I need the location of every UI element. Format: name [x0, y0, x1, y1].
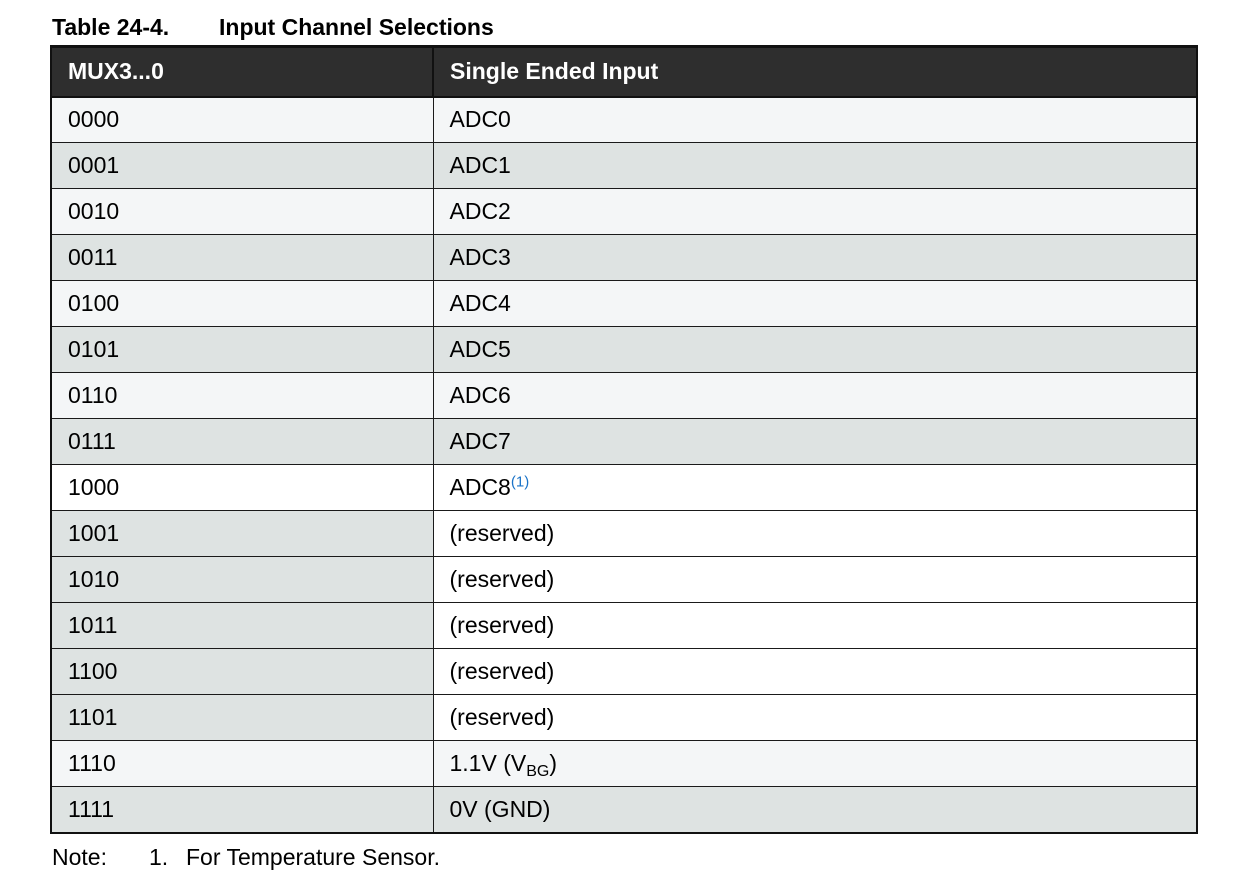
input-cell: ADC1	[432, 142, 1198, 189]
table-row: 1100 (reserved)	[50, 648, 1198, 695]
mux-cell: 1010	[50, 556, 434, 603]
note-label: Note:	[52, 844, 107, 870]
table-row: 1101 (reserved)	[50, 694, 1198, 741]
mux-cell: 0100	[50, 280, 434, 327]
table-row: 1000 ADC8(1)	[50, 464, 1198, 511]
table-row: 0001 ADC1	[50, 142, 1198, 189]
table-row: 0000 ADC0	[50, 96, 1198, 143]
table-row: 0011 ADC3	[50, 234, 1198, 281]
table-number: Table 24-4.	[52, 14, 170, 40]
footnote-ref-link[interactable]: (1)	[510, 473, 530, 491]
input-cell: ADC7	[432, 418, 1198, 465]
table-note: Note: 1. For Temperature Sensor.	[52, 842, 440, 872]
table-row: 0101 ADC5	[50, 326, 1198, 373]
input-cell: ADC2	[432, 188, 1198, 235]
input-suffix: )	[549, 750, 558, 776]
input-cell: (reserved)	[432, 556, 1198, 603]
input-cell: (reserved)	[432, 648, 1198, 695]
note-number: 1.	[149, 844, 169, 870]
table-title: Input Channel Selections	[219, 14, 494, 40]
input-cell: ADC3	[432, 234, 1198, 281]
mux-cell: 0001	[50, 142, 434, 189]
table-row: 1111 0V (GND)	[50, 786, 1198, 834]
input-cell: 1.1V (VBG)	[432, 740, 1198, 787]
mux-cell: 1000	[50, 464, 434, 511]
input-cell: ADC5	[432, 326, 1198, 373]
input-cell: (reserved)	[432, 510, 1198, 557]
table-row: 0010 ADC2	[50, 188, 1198, 235]
header-single-ended-input: Single Ended Input	[432, 45, 1198, 98]
input-cell: ADC6	[432, 372, 1198, 419]
mux-cell: 0011	[50, 234, 434, 281]
mux-cell: 0110	[50, 372, 434, 419]
table-caption: Table 24-4. Input Channel Selections	[52, 12, 494, 42]
input-text: 1.1V (V	[449, 750, 527, 776]
input-channel-table: MUX3...0 Single Ended Input 0000 ADC0 00…	[50, 45, 1198, 834]
note-text: For Temperature Sensor.	[186, 844, 440, 870]
table-row: 0111 ADC7	[50, 418, 1198, 465]
table-row: 1001 (reserved)	[50, 510, 1198, 557]
input-cell: ADC0	[432, 96, 1198, 143]
mux-cell: 0111	[50, 418, 434, 465]
table-row: 1010 (reserved)	[50, 556, 1198, 603]
input-text: ADC8	[449, 474, 511, 500]
subscript-text: BG	[526, 763, 550, 780]
mux-cell: 0010	[50, 188, 434, 235]
mux-cell: 1110	[50, 740, 434, 787]
table-row: 1011 (reserved)	[50, 602, 1198, 649]
table-row: 1110 1.1V (VBG)	[50, 740, 1198, 787]
input-cell: ADC4	[432, 280, 1198, 327]
table-header-row: MUX3...0 Single Ended Input	[50, 45, 1198, 98]
input-cell: (reserved)	[432, 602, 1198, 649]
input-cell: 0V (GND)	[432, 786, 1198, 834]
table-row: 0100 ADC4	[50, 280, 1198, 327]
mux-cell: 1001	[50, 510, 434, 557]
mux-cell: 1011	[50, 602, 434, 649]
mux-cell: 1111	[50, 786, 434, 834]
header-mux: MUX3...0	[50, 45, 434, 98]
mux-cell: 1101	[50, 694, 434, 741]
input-cell: (reserved)	[432, 694, 1198, 741]
mux-cell: 0000	[50, 96, 434, 143]
table-row: 0110 ADC6	[50, 372, 1198, 419]
mux-cell: 0101	[50, 326, 434, 373]
input-cell: ADC8(1)	[432, 464, 1198, 511]
mux-cell: 1100	[50, 648, 434, 695]
